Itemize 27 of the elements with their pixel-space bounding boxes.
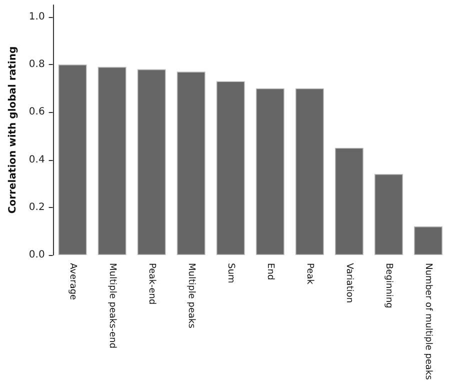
bar (137, 69, 166, 255)
x-tick-label: Peak (304, 263, 315, 286)
x-tick-label: End (265, 263, 276, 280)
x-tick-label: Multiple peaks (186, 263, 196, 329)
bar (98, 66, 126, 255)
bar (334, 148, 364, 255)
y-tick-label: 0.2 (28, 202, 45, 213)
bar (295, 88, 324, 255)
bar (414, 226, 442, 255)
x-tick-label: Peak-end (146, 263, 157, 305)
y-tick-label: 0.4 (28, 154, 45, 166)
bar (256, 88, 284, 255)
x-tick-label: Beginning (384, 263, 394, 308)
bar (374, 174, 403, 255)
x-tick-label: Number of multiple peaks (423, 263, 434, 380)
x-tick-label: Variation (344, 263, 354, 303)
y-tick-label: 0.6 (28, 106, 45, 118)
y-tick-label: 1.0 (28, 11, 45, 22)
y-tick-label: 0.8 (28, 59, 45, 70)
y-tick-label: 0.0 (28, 250, 45, 260)
bar (58, 64, 87, 255)
bar (216, 81, 245, 255)
y-axis-title: Correlation with global rating (8, 46, 18, 214)
x-tick-label: Average (68, 263, 78, 300)
x-tick-label: Multiple peaks-end (107, 263, 118, 348)
bar (176, 72, 206, 255)
x-tick-label: Sum (226, 263, 236, 284)
